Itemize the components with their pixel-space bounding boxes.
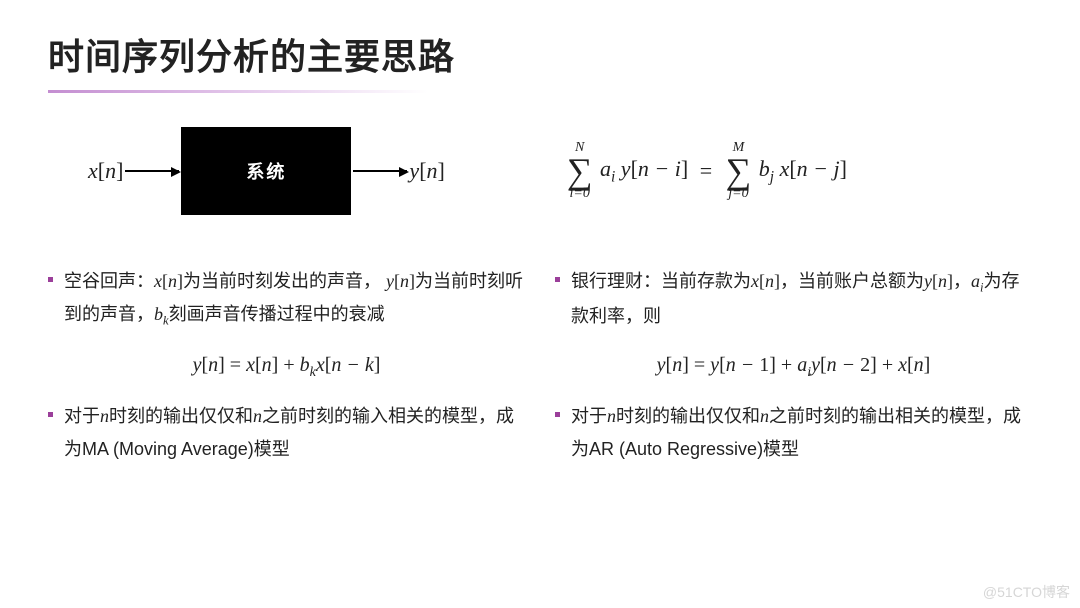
math-n: n [607,406,616,426]
right-term: bj x[n − j] [759,156,847,186]
math-ai: ai [971,271,984,291]
text: 为当前时刻发出的声音， [183,271,386,291]
text: 对于 [571,406,607,426]
output-signal-label: y[n] [409,158,444,184]
system-diagram: x[n] 系统 y[n] [88,127,445,215]
watermark: @51CTO博客 [983,582,1070,602]
system-box: 系统 [181,127,351,215]
sum-left-icon: N ∑ i=0 [567,141,593,201]
arrow-out-icon [353,170,407,172]
text: 时刻的输出仅仅和 [109,406,253,426]
top-row: x[n] 系统 y[n] N ∑ i=0 ai y[n − i] = M ∑ j… [48,127,1032,215]
math-x: x[n] [751,271,780,291]
columns: 空谷回声：x[n]为当前时刻发出的声音， y[n]为当前时刻听到的声音，bk刻画… [48,265,1032,481]
math-x: x[n] [154,271,183,291]
slide: 时间序列分析的主要思路 x[n] 系统 y[n] N ∑ i=0 ai y[n … [0,0,1080,608]
input-signal-label: x[n] [88,158,123,184]
math-n: n [100,406,109,426]
left-bullet-1: 空谷回声：x[n]为当前时刻发出的声音， y[n]为当前时刻听到的声音，bk刻画… [48,265,525,333]
text: ， [953,271,971,291]
math-n: n [760,406,769,426]
right-column: 银行理财：当前存款为x[n]，当前账户总额为y[n]，ai为存款利率，则 y[n… [555,265,1032,481]
equals-sign: = [694,158,718,184]
title-underline [48,90,428,93]
text: 空谷回声： [64,271,154,291]
left-term: ai y[n − i] [600,156,688,186]
text: 时刻的输出仅仅和 [616,406,760,426]
text: 银行理财：当前存款为 [571,271,751,291]
left-equation: y[n] = x[n] + bkx[n − k] [48,347,525,386]
text: 刻画声音传播过程中的衰减 [169,304,385,324]
right-bullet-1: 银行理财：当前存款为x[n]，当前账户总额为y[n]，ai为存款利率，则 [555,265,1032,333]
arrow-in-icon [125,170,179,172]
right-equation: y[n] = y[n − 1] + aiy[n − 2] + x[n] [555,347,1032,386]
left-column: 空谷回声：x[n]为当前时刻发出的声音， y[n]为当前时刻听到的声音，bk刻画… [48,265,525,481]
sum-right-icon: M ∑ j=0 [726,141,752,201]
math-bk: bk [154,304,169,324]
right-bullet-2: 对于n时刻的输出仅仅和n之前时刻的输出相关的模型，成为AR (Auto Regr… [555,400,1032,467]
text: 对于 [64,406,100,426]
math-y: y[n] [924,271,953,291]
slide-title: 时间序列分析的主要思路 [48,28,1032,80]
math-y: y[n] [386,271,415,291]
main-equation: N ∑ i=0 ai y[n − i] = M ∑ j=0 bj x[n − j… [565,141,847,201]
text: ，当前账户总额为 [780,271,924,291]
left-bullet-2: 对于n时刻的输出仅仅和n之前时刻的输入相关的模型，成为MA (Moving Av… [48,400,525,467]
math-n: n [253,406,262,426]
